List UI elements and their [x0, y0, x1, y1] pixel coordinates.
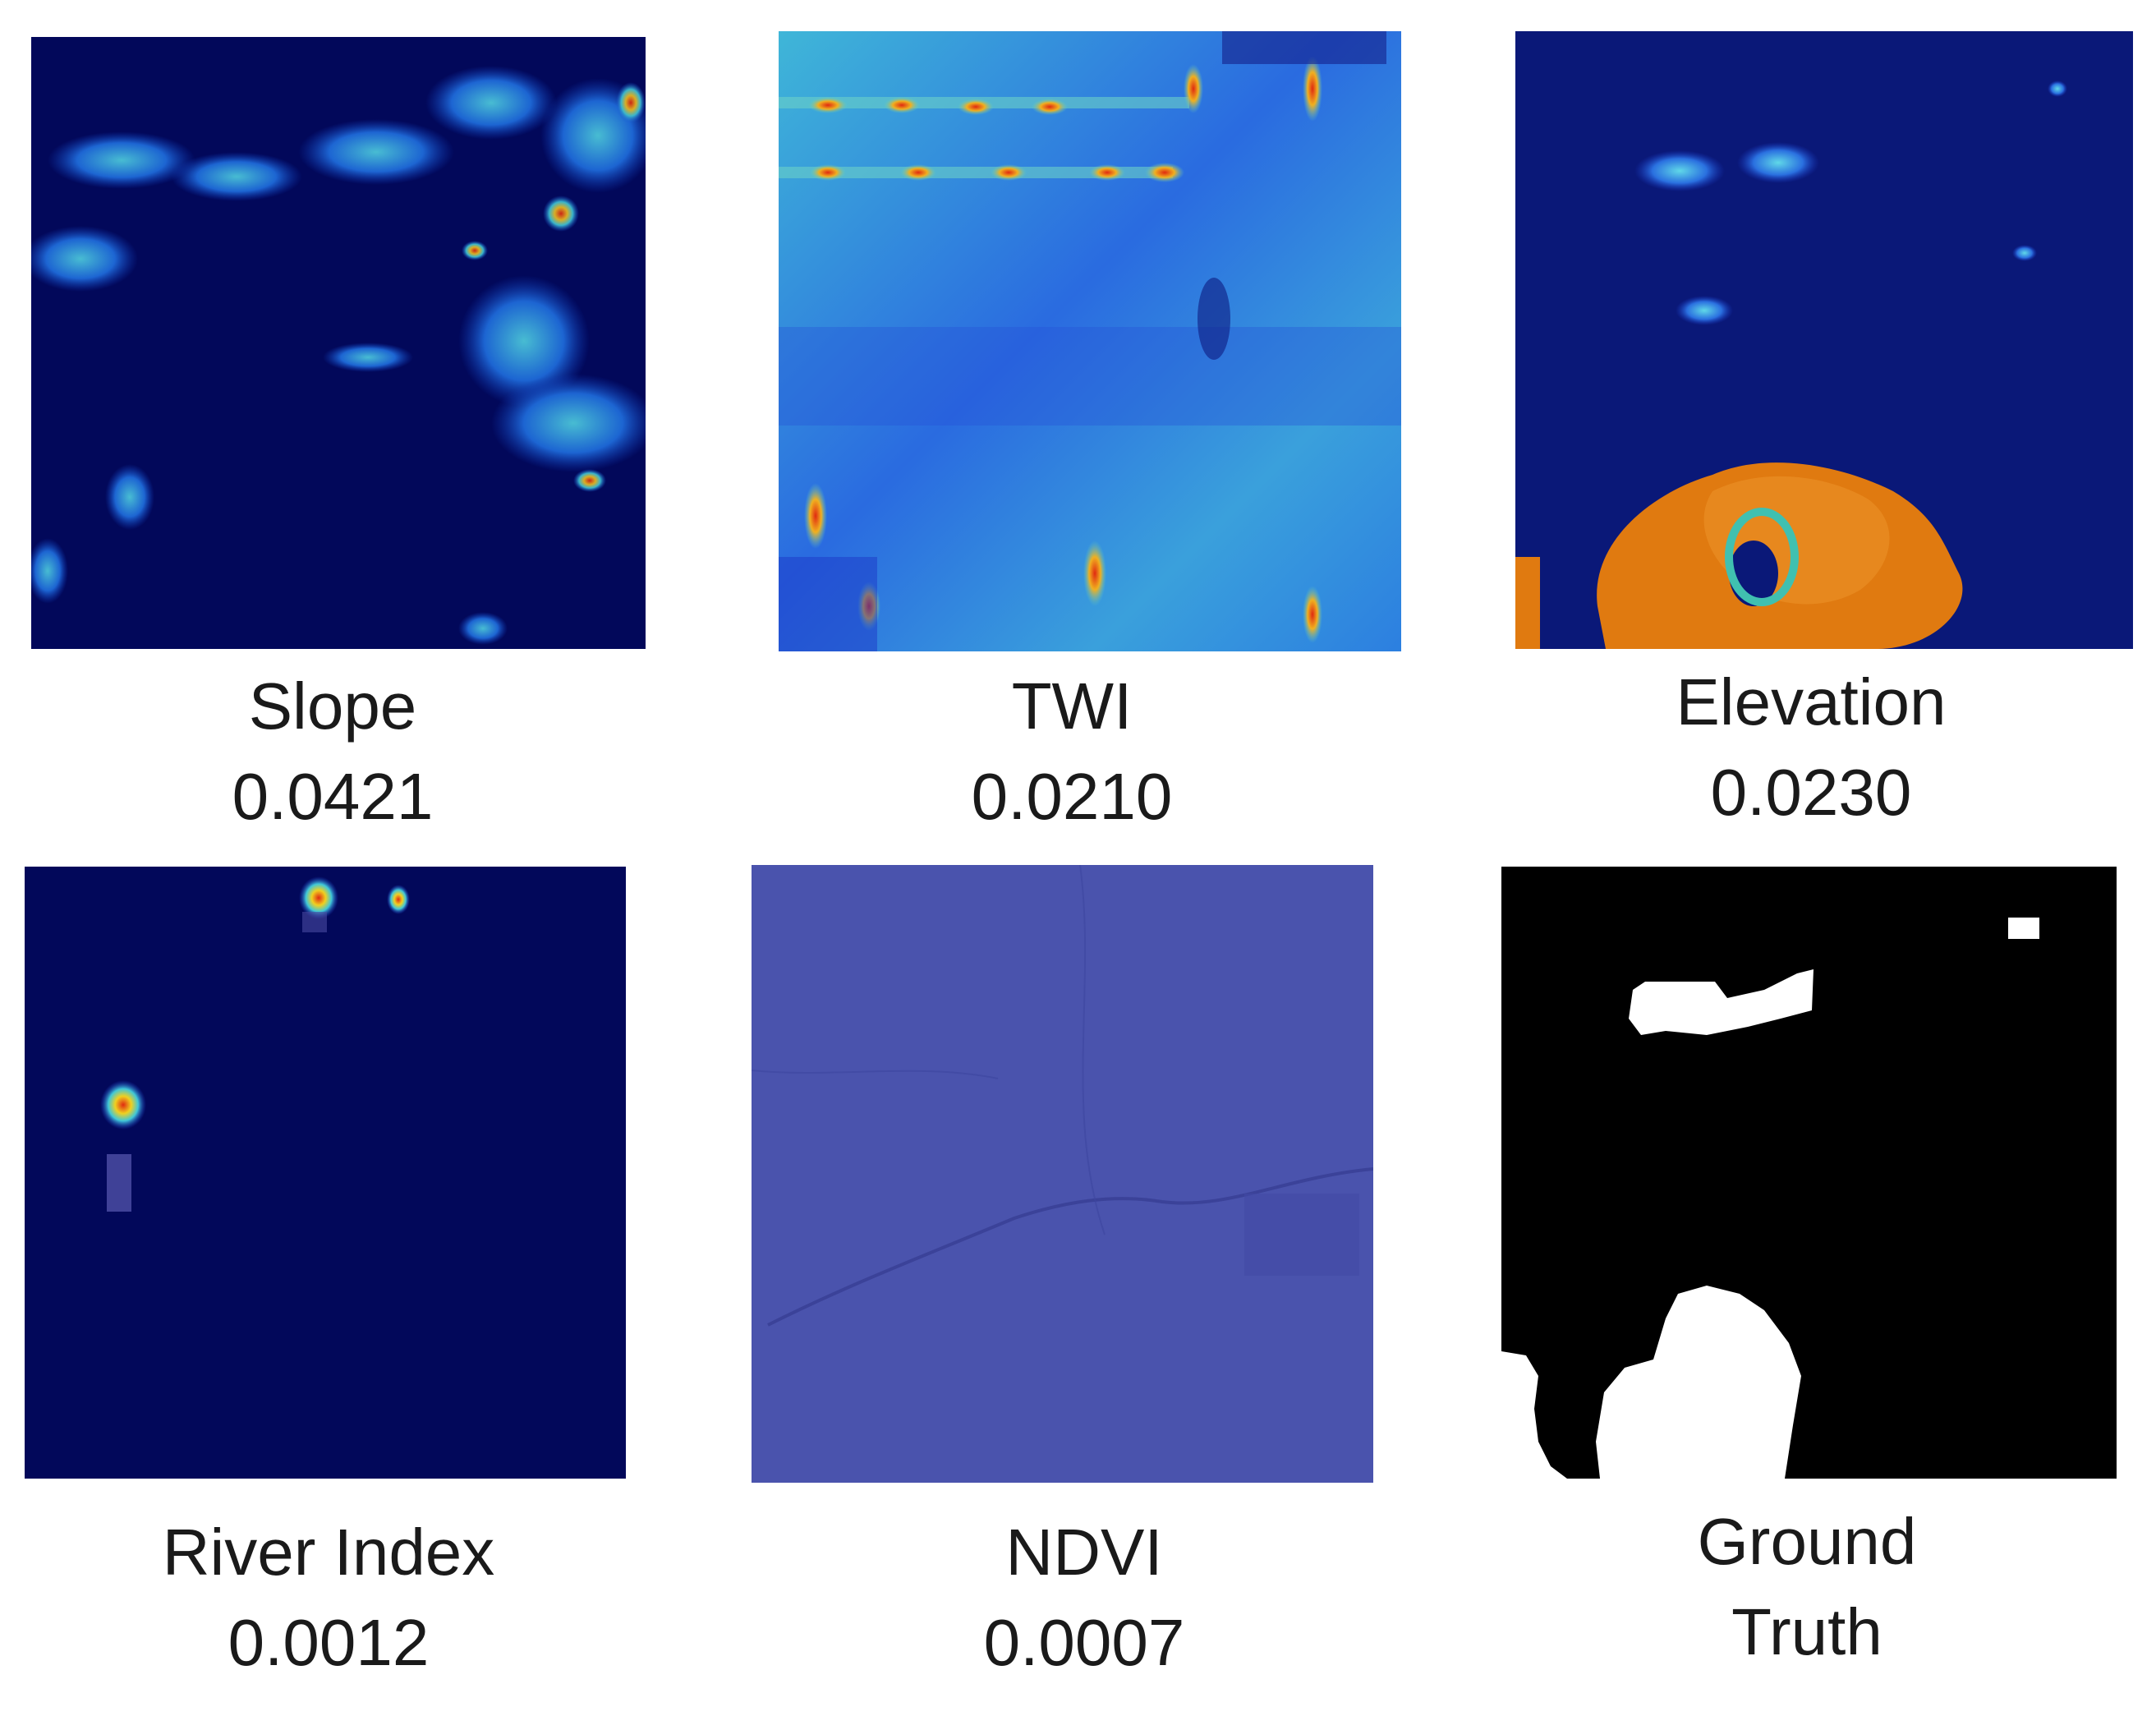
river-index-heatmap [25, 867, 626, 1479]
panel-label: River Index [162, 1516, 495, 1589]
panel-value: 0.0012 [228, 1606, 430, 1679]
twi-caption: TWI 0.0210 [908, 661, 1236, 842]
panel-label-line2: Truth [1731, 1595, 1882, 1668]
panel-value: 0.0230 [1710, 756, 1912, 829]
slope-caption: Slope 0.0421 [168, 661, 497, 842]
panel-label: Ground [1697, 1505, 1917, 1578]
panel-label: Slope [248, 669, 417, 743]
elevation-heatmap [1515, 31, 2133, 649]
slope-heatmap [31, 37, 646, 649]
ground-truth-caption: Ground Truth [1634, 1497, 1979, 1677]
panel-label: NDVI [1005, 1516, 1163, 1589]
panel-label: TWI [1011, 669, 1133, 743]
ndvi-heatmap [752, 865, 1373, 1483]
panel-value: 0.0210 [971, 760, 1173, 833]
panel-value: 0.0421 [232, 760, 434, 833]
panel-value: 0.0007 [983, 1606, 1185, 1679]
panel-label: Elevation [1676, 665, 1947, 738]
elevation-caption: Elevation 0.0230 [1639, 657, 1984, 838]
river-index-caption: River Index 0.0012 [123, 1507, 534, 1688]
ground-truth-mask [1501, 867, 2117, 1479]
twi-heatmap [779, 31, 1401, 651]
ndvi-caption: NDVI 0.0007 [920, 1507, 1248, 1688]
